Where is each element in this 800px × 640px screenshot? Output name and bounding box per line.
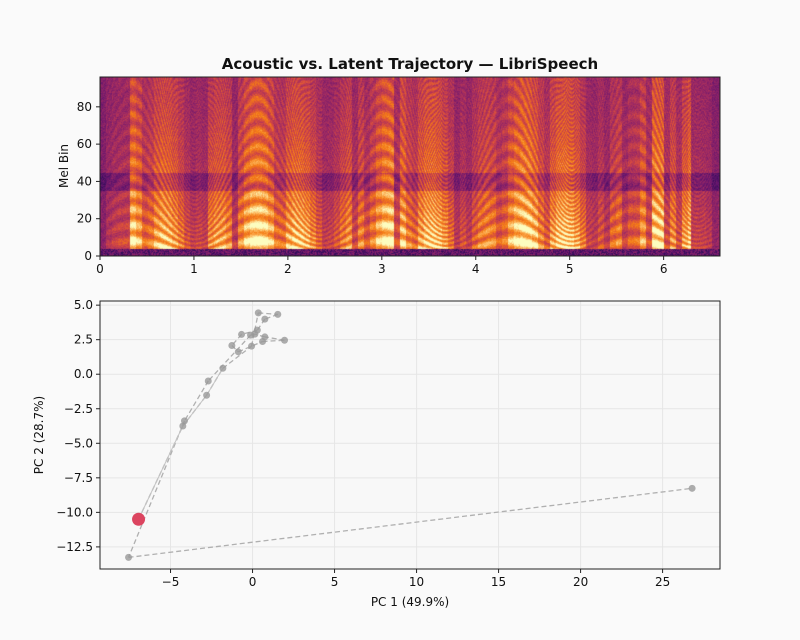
trajectory-point (204, 377, 212, 385)
current-point-marker (132, 512, 146, 526)
trajectory-point (234, 348, 242, 356)
y-tick-label: −5.0 (64, 436, 93, 450)
trajectory-point (274, 310, 282, 318)
trajectory-point (688, 484, 696, 492)
x-tick-label: 5 (566, 262, 574, 276)
y-tick-label: 5.0 (74, 298, 93, 312)
trajectory-point (247, 331, 255, 339)
recent-trail-segment (206, 368, 224, 396)
x-tick-label: 5 (331, 575, 339, 589)
x-tick-label: 15 (491, 575, 506, 589)
y-tick-label: −10.0 (56, 505, 93, 519)
x-tick-label: 0 (96, 262, 104, 276)
y-tick-label: 0 (84, 249, 92, 263)
trajectory-segment (238, 340, 263, 353)
x-tick-label: 20 (573, 575, 588, 589)
x-tick-label: 2 (284, 262, 292, 276)
y-tick-label: 40 (77, 174, 92, 188)
trajectory-segment (127, 420, 186, 558)
y-tick-label: −12.5 (56, 540, 93, 554)
x-tick-label: 6 (660, 262, 668, 276)
trajectory-point (238, 330, 246, 338)
trajectory-point (254, 309, 262, 317)
mel-spectrogram (100, 77, 720, 256)
trajectory-point (125, 553, 133, 561)
y-tick-label: 20 (77, 212, 92, 226)
x-tick-label: 0 (249, 575, 257, 589)
x-tick-label: 10 (409, 575, 424, 589)
y-tick-label: 60 (77, 137, 92, 151)
trajectory-point (261, 315, 269, 323)
scatter-frame (99, 300, 721, 570)
y-tick-label: 0.0 (74, 367, 93, 381)
y-tick-label: −7.5 (64, 471, 93, 485)
figure-title: Acoustic vs. Latent Trajectory — LibriSp… (221, 55, 599, 73)
y-axis-label: Mel Bin (57, 144, 71, 188)
x-axis-label: PC 1 (49.9%) (371, 595, 449, 609)
y-tick-label: 80 (77, 100, 92, 114)
trajectory-point (219, 364, 227, 372)
plot-background (100, 301, 720, 569)
trajectory-segment (222, 345, 252, 369)
x-tick-label: 4 (472, 262, 480, 276)
trajectory-segment (207, 334, 252, 382)
x-tick-label: −5 (162, 575, 180, 589)
y-tick-label: 2.5 (74, 333, 93, 347)
y-axis-label: PC 2 (28.7%) (32, 396, 46, 474)
trajectory-segment (262, 339, 285, 343)
spectrogram-frame (99, 76, 721, 257)
trajectory-point (281, 336, 289, 344)
trajectory-segment (128, 487, 693, 559)
trajectory-point (180, 417, 188, 425)
trajectory-point (261, 333, 269, 341)
recent-trail-segment (138, 425, 184, 520)
trajectory-point (203, 391, 211, 399)
x-tick-label: 3 (378, 262, 386, 276)
x-tick-label: 1 (190, 262, 198, 276)
y-tick-label: −2.5 (64, 402, 93, 416)
trajectory-point (248, 342, 256, 350)
trajectory-point (228, 341, 236, 349)
x-tick-label: 25 (655, 575, 670, 589)
